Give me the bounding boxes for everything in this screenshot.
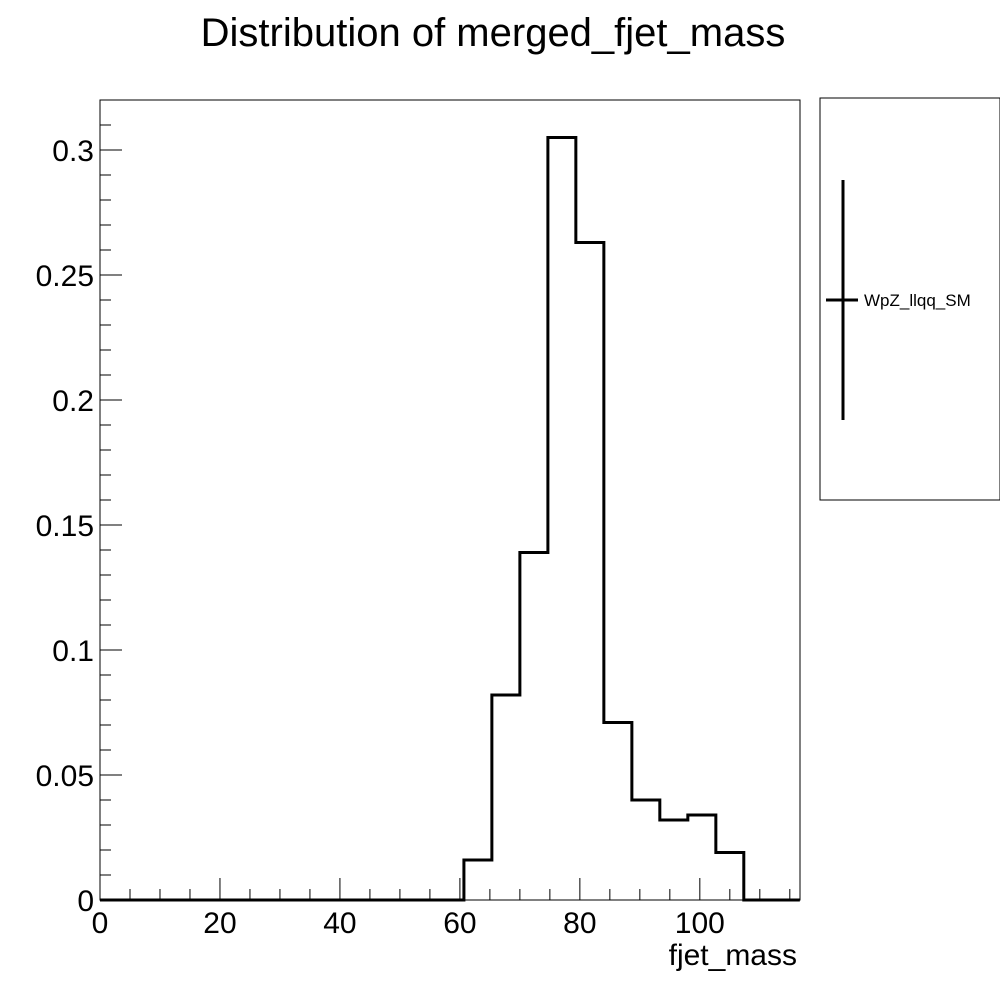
- histogram-bin: [464, 860, 492, 900]
- y-tick-label: 0.1: [52, 635, 94, 668]
- x-tick-label: 20: [203, 907, 236, 940]
- histogram-bin: [688, 815, 716, 900]
- x-tick-label: 60: [443, 907, 476, 940]
- x-tick-label: 80: [563, 907, 596, 940]
- histogram-bin: [716, 853, 744, 901]
- histogram-bin: [520, 553, 548, 901]
- y-tick-label: 0.3: [52, 135, 94, 168]
- x-tick-label: 0: [92, 907, 109, 940]
- plot-frame: [99, 99, 801, 901]
- y-axis: 0 0.05 0.1 0.15 0.2 0.25 0.3: [36, 99, 122, 918]
- x-tick-label: 40: [323, 907, 356, 940]
- histogram-bin: [548, 138, 576, 901]
- legend: WpZ_llqq_SM: [819, 97, 1000, 501]
- x-axis-label: fjet_mass: [669, 939, 797, 972]
- y-tick-label: 0.05: [36, 760, 94, 793]
- y-tick-label: 0: [77, 885, 94, 918]
- histogram-bin: [632, 800, 660, 900]
- histogram-bin: [604, 723, 632, 901]
- histogram-bin: [492, 695, 520, 900]
- legend-entry-label: WpZ_llqq_SM: [864, 291, 971, 310]
- y-tick-label: 0.25: [36, 260, 94, 293]
- histogram-series: [100, 136, 800, 902]
- histogram-bin: [576, 243, 604, 901]
- histogram-bin: [660, 820, 688, 900]
- histogram-outline: [100, 136, 800, 902]
- y-tick-label: 0.15: [36, 510, 94, 543]
- x-axis: 0 20 40 60 80 100: [92, 878, 791, 940]
- y-tick-label: 0.2: [52, 385, 94, 418]
- x-tick-label: 100: [675, 907, 725, 940]
- chart-title: Distribution of merged_fjet_mass: [201, 11, 786, 55]
